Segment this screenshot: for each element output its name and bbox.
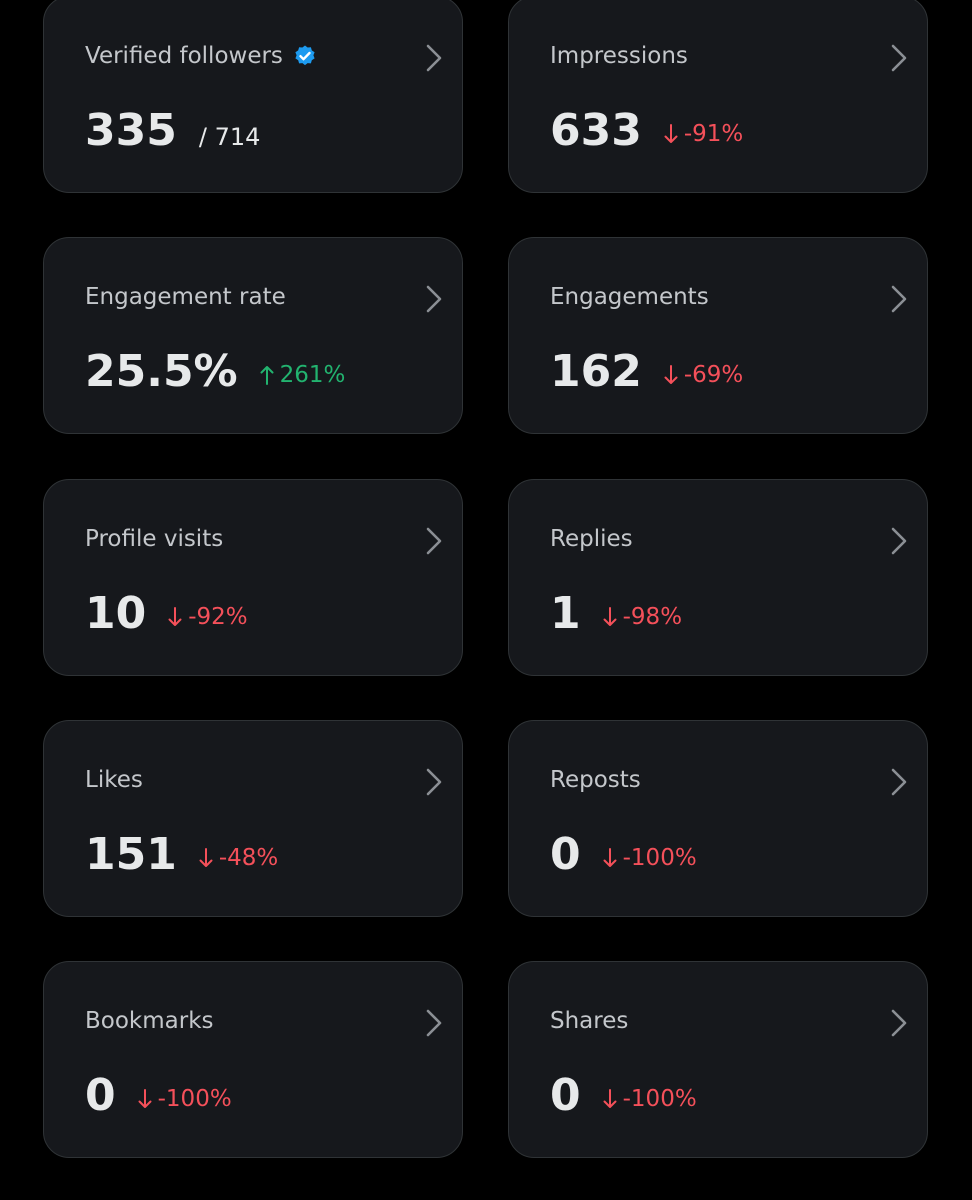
metric-card[interactable]: Verified followers 335 / 714: [43, 0, 463, 193]
metric-card[interactable]: Impressions 633 -91%: [508, 0, 928, 193]
chevron: [891, 44, 907, 72]
metric-change-text: -91%: [683, 121, 744, 147]
metric-change: -92%: [168, 603, 248, 630]
metric-label-text: Verified followers: [85, 43, 283, 69]
trend-arrow: [260, 366, 274, 386]
metric-change: -100%: [603, 1086, 697, 1112]
metric-value-row: 0 -100%: [85, 1070, 232, 1121]
trend-arrow: [664, 365, 678, 385]
metric-change: 261%: [260, 362, 346, 389]
metric-label: Engagements: [550, 284, 709, 310]
metric-label: Profile visits: [85, 526, 223, 552]
chevron: [426, 768, 442, 796]
chevron: [426, 1009, 442, 1037]
chevron: [891, 285, 907, 313]
metric-change-text: -100%: [622, 1086, 697, 1113]
metric-label: Likes: [85, 767, 143, 793]
trend-arrow: [138, 1089, 152, 1109]
metric-value-row: 1 -98%: [550, 588, 682, 639]
metric-card[interactable]: Likes 151 -48%: [43, 719, 463, 917]
trend-arrow: [603, 606, 617, 626]
chevron: [891, 1009, 907, 1037]
metric-label: Shares: [550, 1008, 628, 1034]
metric-change-text: -69%: [683, 362, 744, 389]
metric-change-text: -98%: [622, 603, 683, 630]
metric-change: -48%: [199, 845, 278, 871]
metric-change-text: -100%: [622, 844, 697, 871]
metric-label: Engagement rate: [85, 284, 286, 310]
metric-value-row: 335 / 714: [85, 105, 260, 156]
chevron: [426, 285, 442, 313]
metric-value: 151: [85, 828, 177, 880]
metric-label-text: Likes: [85, 766, 143, 793]
metric-change: -69%: [664, 362, 743, 388]
metric-change-text: -48%: [218, 844, 279, 871]
trend-arrow: [168, 606, 182, 626]
metric-value: 25.5%: [85, 346, 238, 398]
metric-label: Reposts: [550, 767, 641, 793]
trend-arrow: [603, 847, 617, 867]
metric-label: Impressions: [550, 43, 688, 69]
metric-value-row: 162 -69%: [550, 346, 743, 397]
metric-label: Verified followers: [85, 43, 317, 69]
metric-card[interactable]: Shares 0 -100%: [508, 961, 928, 1159]
metric-card[interactable]: Reposts 0 -100%: [508, 719, 928, 917]
chevron: [891, 527, 907, 554]
metric-label-text: Profile visits: [85, 525, 224, 552]
metric-change: -98%: [603, 604, 682, 630]
metric-value: 1: [550, 587, 581, 639]
metric-card[interactable]: Profile visits 10 -92%: [43, 478, 463, 676]
metric-change-text: -100%: [157, 1086, 232, 1113]
metric-value-row: 10 -92%: [85, 588, 248, 639]
verified-badge: [295, 45, 315, 66]
trend-arrow: [664, 124, 678, 143]
metric-label: Bookmarks: [85, 1008, 214, 1034]
metric-change-text: 261%: [279, 362, 346, 389]
metric-label-text: Shares: [550, 1008, 629, 1035]
metric-value-row: 25.5% 261%: [85, 346, 345, 397]
metric-card[interactable]: Engagements 162 -69%: [508, 237, 928, 435]
metric-card[interactable]: Replies 1 -98%: [508, 478, 928, 676]
metric-value-row: 633 -91%: [550, 105, 743, 156]
metric-value-row: 0 -100%: [550, 1070, 697, 1121]
metric-card[interactable]: Engagement rate 25.5% 261%: [43, 237, 463, 435]
metric-value: 162: [550, 346, 642, 398]
metric-label-text: Impressions: [550, 43, 688, 69]
metric-value-row: 0 -100%: [550, 829, 697, 880]
metric-total: / 714: [198, 123, 261, 151]
chevron: [426, 527, 442, 554]
metric-value: 0: [85, 1070, 116, 1122]
metric-label-text: Reposts: [550, 766, 641, 793]
metric-label-text: Replies: [550, 525, 633, 552]
metric-change: -100%: [138, 1086, 232, 1112]
metric-value: 633: [550, 105, 642, 156]
metric-change-text: -92%: [188, 603, 248, 630]
metric-value: 335: [85, 105, 177, 156]
metric-label-text: Engagement rate: [85, 284, 286, 311]
metric-change: -100%: [603, 845, 697, 871]
chevron: [426, 44, 442, 72]
metric-value-row: 151 -48%: [85, 829, 278, 880]
chevron: [891, 768, 907, 796]
metric-card[interactable]: Bookmarks 0 -100%: [43, 961, 463, 1159]
metric-value: 0: [550, 1070, 581, 1122]
trend-arrow: [603, 1089, 617, 1109]
metric-label: Replies: [550, 526, 633, 552]
trend-arrow: [199, 847, 213, 867]
metric-label-text: Bookmarks: [85, 1008, 214, 1035]
metric-value: 0: [550, 828, 581, 880]
metric-value: 10: [85, 587, 147, 639]
metric-label-text: Engagements: [550, 284, 709, 311]
metric-change: -91%: [664, 121, 743, 147]
